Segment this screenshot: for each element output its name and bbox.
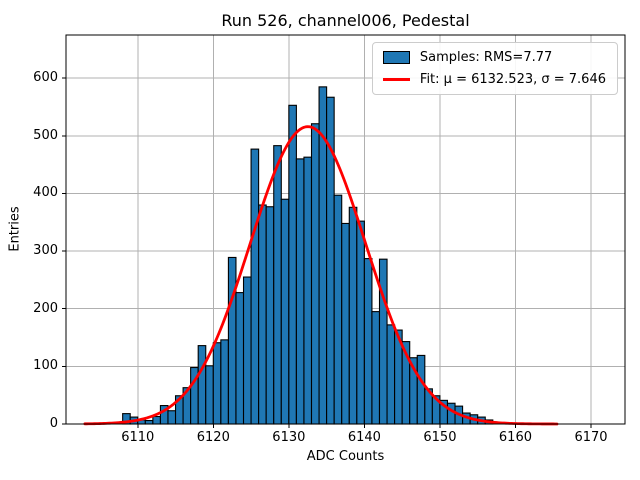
histogram-bar xyxy=(167,410,177,425)
histogram-bar xyxy=(295,158,305,425)
histogram-bar xyxy=(378,258,388,425)
x-axis-label: ADC Counts xyxy=(306,449,385,464)
fit-line-swatch-icon xyxy=(382,78,410,81)
gaussian-fit-line xyxy=(83,125,559,426)
chart-title: Run 526, channel006, Pedestal xyxy=(221,11,470,30)
legend: Samples: RMS=7.77 Fit: μ = 6132.523, σ =… xyxy=(371,42,618,95)
y-tick-label: 500 xyxy=(33,127,58,143)
histogram-bar xyxy=(197,345,207,425)
histogram-bar xyxy=(416,354,426,425)
legend-fit-label: Fit: μ = 6132.523, σ = 7.646 xyxy=(419,72,606,87)
legend-item-fit: Fit: μ = 6132.523, σ = 7.646 xyxy=(382,72,606,87)
histogram-bar xyxy=(152,415,161,425)
legend-samples-label: Samples: RMS=7.77 xyxy=(419,50,553,65)
histogram-bar xyxy=(280,198,290,425)
histogram-bar xyxy=(288,104,297,425)
histogram-bar xyxy=(303,156,313,425)
legend-item-samples: Samples: RMS=7.77 xyxy=(382,50,606,65)
y-tick-label: 100 xyxy=(33,358,58,374)
histogram-bar xyxy=(273,145,282,425)
histogram-bar xyxy=(446,402,456,425)
histogram-bar xyxy=(212,342,222,425)
y-tick-label: 200 xyxy=(33,300,58,316)
y-tick-label: 600 xyxy=(33,70,58,86)
histogram-bar xyxy=(235,292,245,425)
axes-spines xyxy=(65,34,626,425)
histogram-bar xyxy=(220,339,229,425)
histogram-bar xyxy=(258,204,267,425)
histogram-bar xyxy=(356,220,365,425)
histogram-bar xyxy=(265,206,275,425)
histogram-bar xyxy=(242,276,252,425)
x-tick-label: 6160 xyxy=(498,430,532,445)
x-tick-label: 6110 xyxy=(121,430,155,445)
x-tick-label: 6120 xyxy=(196,430,230,445)
histogram-bar xyxy=(371,311,381,425)
histogram-bar xyxy=(205,365,214,425)
y-tick-label: 400 xyxy=(33,185,58,201)
histogram-bar xyxy=(250,148,260,425)
histogram-bar xyxy=(310,123,320,425)
x-tick-label: 6150 xyxy=(423,430,457,445)
y-tick-label: 300 xyxy=(33,243,58,259)
samples-swatch-icon xyxy=(382,51,410,64)
histogram-bar xyxy=(227,256,237,425)
histogram-bar xyxy=(333,194,343,425)
histogram-bar xyxy=(341,222,350,425)
histogram-bar xyxy=(348,206,358,425)
y-tick-label: 0 xyxy=(49,416,58,431)
x-tick-label: 6130 xyxy=(272,430,306,445)
histogram-bar xyxy=(386,324,396,425)
x-tick-label: 6170 xyxy=(574,430,608,445)
histogram-bar xyxy=(144,419,154,425)
x-tick-label: 6140 xyxy=(347,430,381,445)
histogram-bar xyxy=(363,258,373,425)
